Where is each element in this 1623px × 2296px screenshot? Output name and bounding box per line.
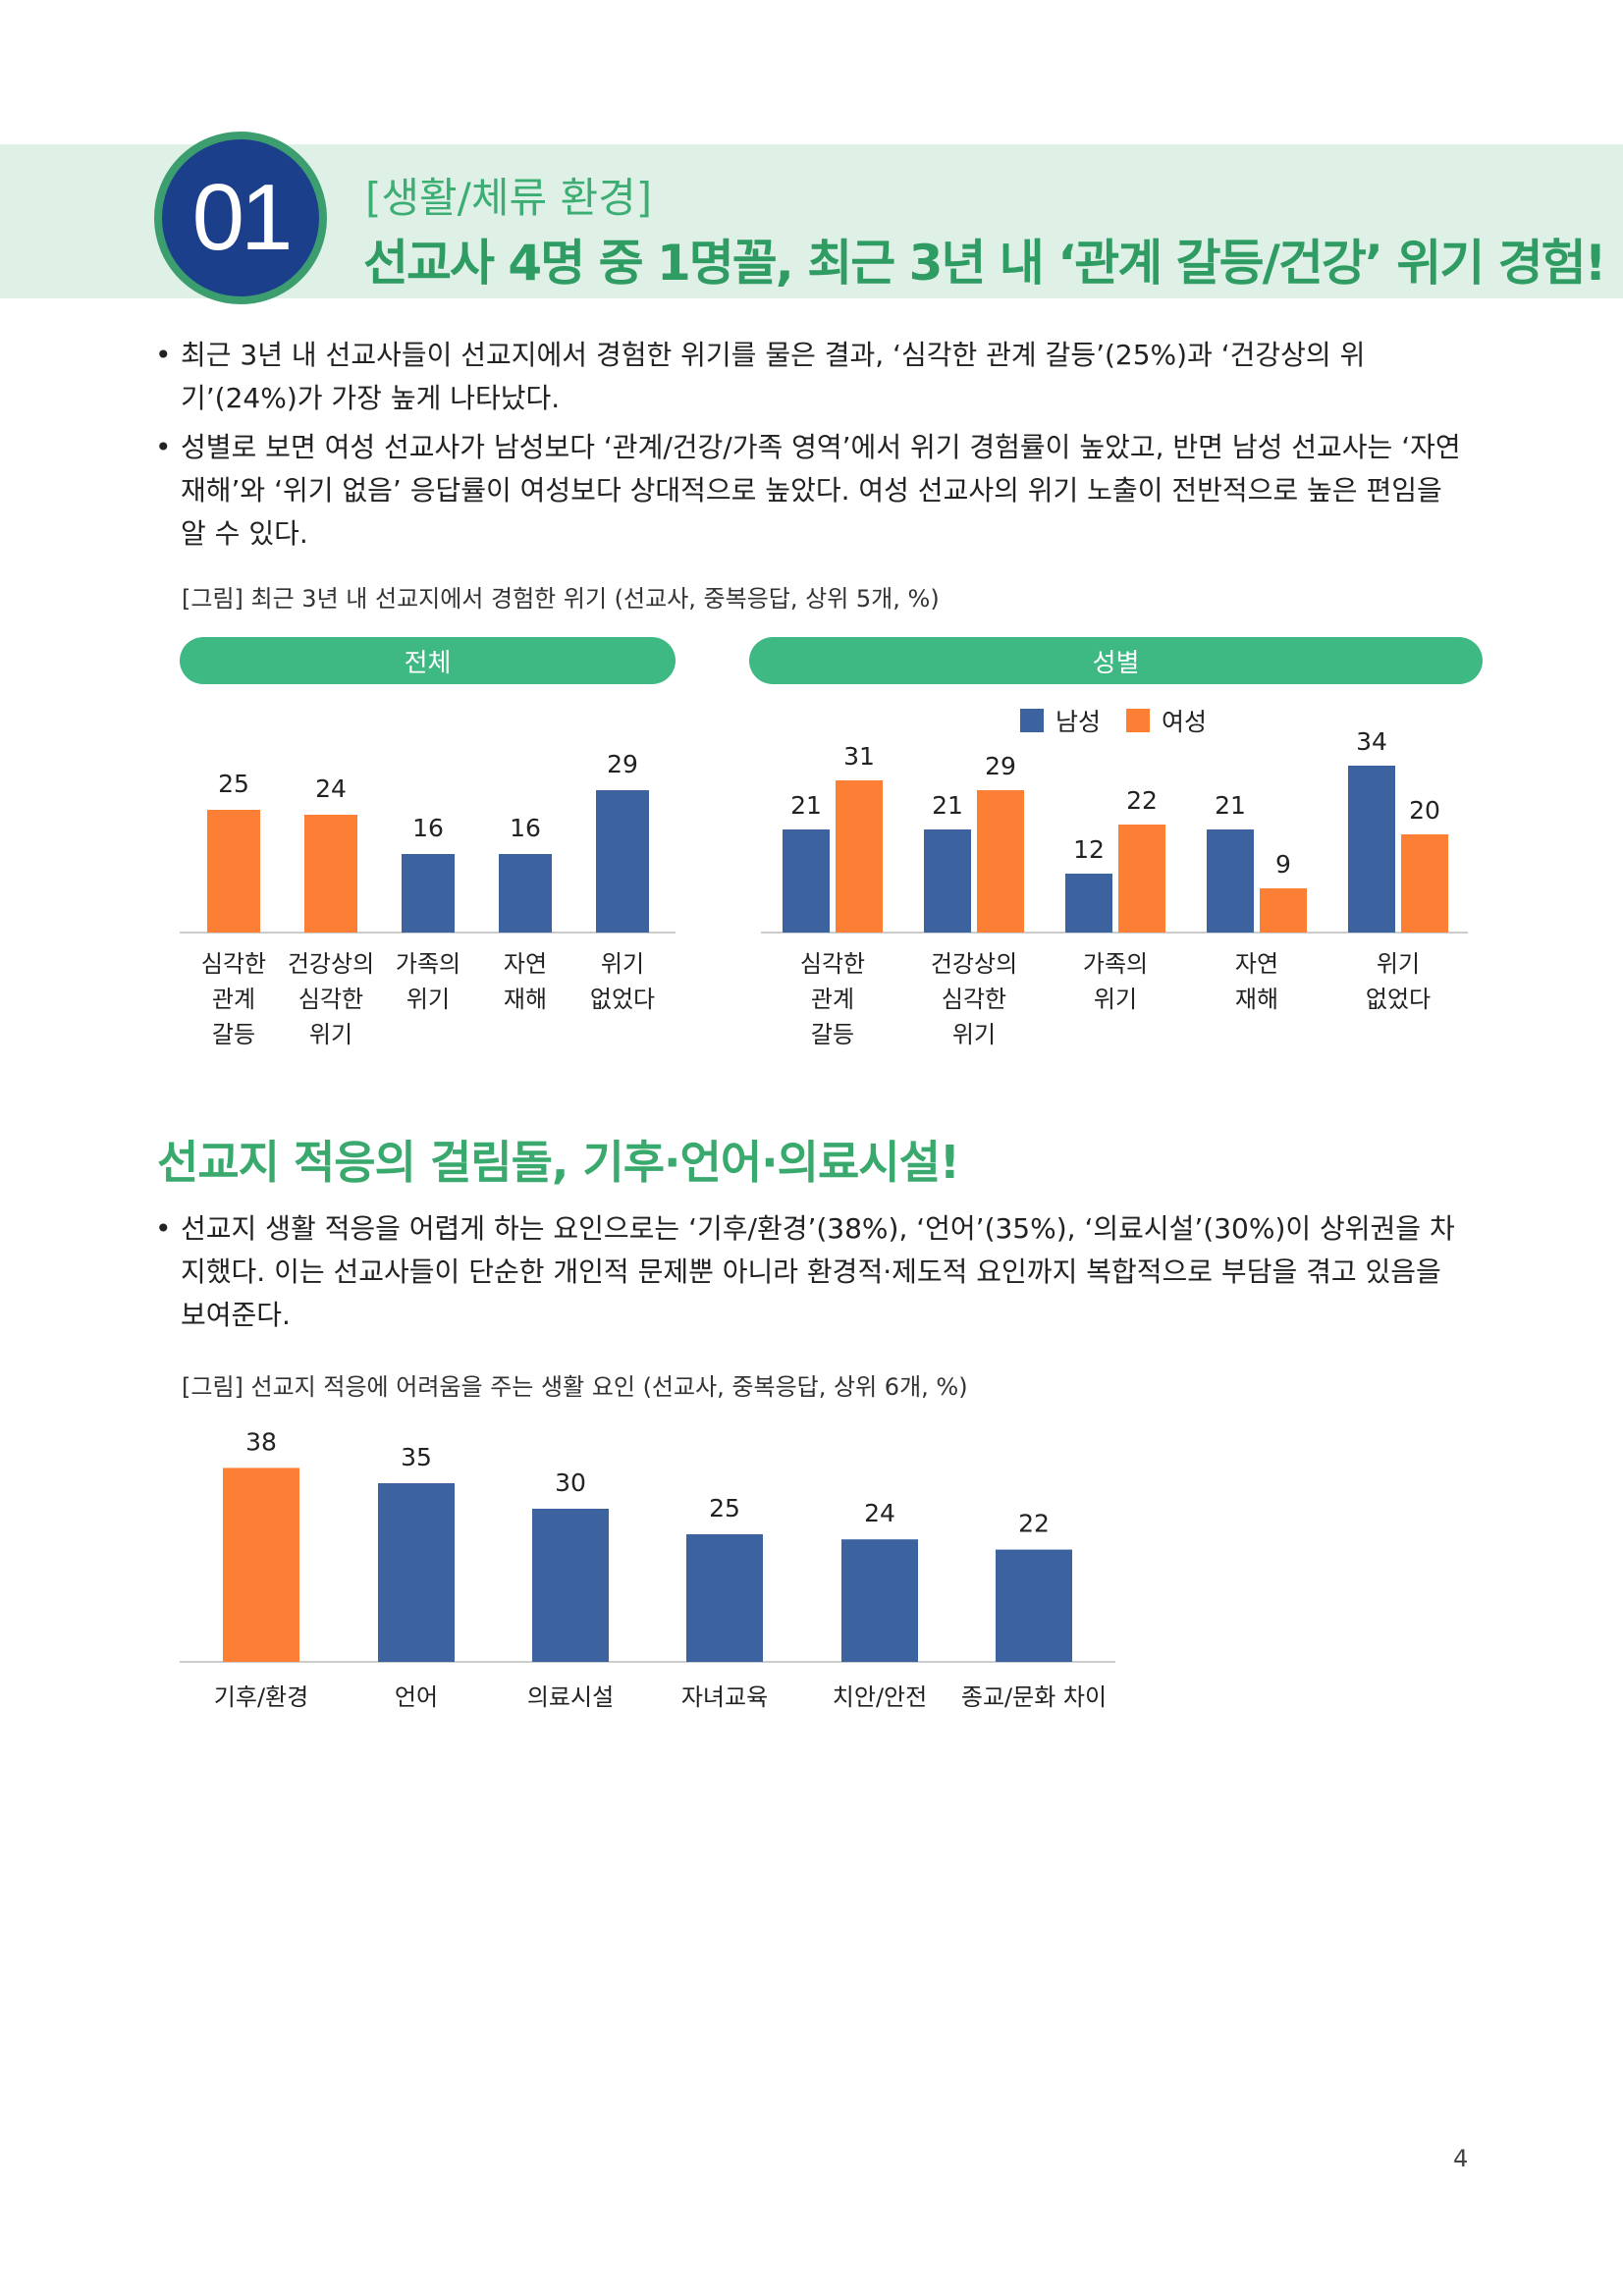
chart2-bar: [836, 780, 883, 933]
chart1-tick-label: 심각한: [298, 986, 363, 1013]
chart3-tick-label: 자녀교육: [681, 1683, 768, 1711]
chart1-bar: [207, 810, 260, 933]
chart2-bar: [1260, 888, 1307, 933]
chart2-bar: [1118, 825, 1165, 933]
bullet-2: • 성별로 보면 여성 선교사가 남성보다 ‘관계/건강/가족 영역’에서 위기…: [155, 426, 1471, 556]
chart2-data-label: 9: [1275, 850, 1291, 879]
chart2-tick-label: 심각한: [942, 986, 1006, 1013]
chart2-data-label: 29: [985, 752, 1016, 780]
section2-bullet: • 선교지 생활 적응을 어렵게 하는 요인으로는 ‘기후/환경’(38%), …: [155, 1207, 1471, 1337]
chart1-tick-label: 위기: [309, 1021, 352, 1048]
legend-male-label: 남성: [1055, 708, 1102, 736]
chart2-tick-label: 자연: [1235, 950, 1278, 978]
pill-total: 전체: [180, 637, 676, 684]
bullet-1: • 최근 3년 내 선교사들이 선교지에서 경험한 위기를 물은 결과, ‘심각…: [155, 334, 1471, 420]
chart2-tick-label: 가족의: [1083, 950, 1148, 978]
chart2-tick-label: 관계: [811, 986, 854, 1013]
figure2-caption: [그림] 선교지 적응에 어려움을 주는 생활 요인 (선교사, 중복응답, 상…: [182, 1373, 968, 1401]
chart3-bar: [378, 1483, 455, 1662]
section-number-badge: 01: [154, 132, 327, 304]
chart2-bar: [1065, 874, 1112, 933]
chart1-data-label: 25: [218, 770, 249, 798]
chart2-data-label: 21: [932, 791, 963, 820]
chart1-tick-label: 가족의: [396, 950, 460, 978]
bullet-text: 최근 3년 내 선교사들이 선교지에서 경험한 위기를 물은 결과, ‘심각한 …: [181, 339, 1366, 414]
chart1-tick-label: 심각한: [201, 950, 266, 978]
legend-female-swatch: [1126, 709, 1150, 732]
chart3-tick-label: 치안/안전: [833, 1683, 927, 1711]
chart2-data-label: 22: [1126, 786, 1158, 815]
chart1-tick-label: 자연: [504, 950, 547, 978]
chart1-tick-label: 건강상의: [288, 950, 374, 978]
chart2-bar: [783, 829, 830, 933]
page-number: 4: [1453, 2145, 1469, 2172]
chart2-bar: [977, 790, 1024, 933]
chart3-data-label: 35: [401, 1443, 432, 1471]
chart3-tick-label: 기후/환경: [214, 1683, 308, 1711]
chart2-data-label: 21: [790, 791, 822, 820]
chart3-data-label: 30: [555, 1468, 586, 1497]
chart2-tick-label: 건강상의: [931, 950, 1017, 978]
chart3-data-label: 25: [709, 1494, 740, 1522]
chart3-tick-label: 언어: [395, 1683, 438, 1711]
chart2-bar: [1348, 766, 1395, 933]
legend-female-label: 여성: [1162, 708, 1208, 736]
bullet-dot: •: [155, 339, 172, 371]
section-headline: 선교사 4명 중 1명꼴, 최근 3년 내 ‘관계 갈등/건강’ 위기 경험!: [363, 235, 1606, 292]
bullet-dot: •: [155, 1212, 172, 1245]
legend-male-swatch: [1020, 709, 1044, 732]
legend-female: 여성: [1126, 703, 1207, 738]
chart1-bar: [499, 854, 552, 933]
chart1-tick-label: 위기: [406, 986, 450, 1013]
chart2-tick-label: 위기: [952, 1021, 996, 1048]
chart1-data-label: 16: [510, 814, 541, 842]
chart1-bar: [596, 790, 649, 933]
chart3-bar: [223, 1468, 299, 1662]
chart2-tick-label: 심각한: [800, 950, 865, 978]
chart2-data-label: 12: [1073, 835, 1105, 864]
chart1-tick-label: 위기: [601, 950, 644, 978]
chart3-bar: [686, 1534, 763, 1662]
legend-male: 남성: [1020, 703, 1101, 738]
chart1-tick-label: 갈등: [212, 1021, 255, 1048]
chart2-tick-label: 위기: [1094, 986, 1137, 1013]
section-kicker: [생활/체류 환경]: [365, 174, 653, 222]
chart2-tick-label: 재해: [1235, 986, 1278, 1013]
bullet-text: 선교지 생활 적응을 어렵게 하는 요인으로는 ‘기후/환경’(38%), ‘언…: [181, 1212, 1455, 1331]
chart2-data-label: 21: [1215, 791, 1246, 820]
chart2-data-label: 20: [1409, 796, 1440, 825]
figure1-caption: [그림] 최근 3년 내 선교지에서 경험한 위기 (선교사, 중복응답, 상위…: [182, 585, 940, 613]
pill-gender: 성별: [749, 637, 1483, 684]
chart1-bar: [402, 854, 455, 933]
chart3-data-label: 24: [864, 1499, 895, 1527]
chart2-tick-label: 없었다: [1366, 986, 1431, 1013]
chart1-data-label: 29: [607, 750, 638, 778]
chart1-tick-label: 관계: [212, 986, 255, 1013]
chart1-tick-label: 없었다: [590, 986, 655, 1013]
chart3-bar: [841, 1539, 918, 1662]
chart2-data-label: 31: [843, 742, 875, 771]
chart1-data-label: 16: [412, 814, 444, 842]
chart3-bar: [996, 1549, 1072, 1662]
chart2-tick-label: 위기: [1377, 950, 1420, 978]
section2-title: 선교지 적응의 걸림돌, 기후·언어·의료시설!: [157, 1136, 960, 1189]
chart3-data-label: 38: [245, 1427, 277, 1456]
chart2-bar: [1207, 829, 1254, 933]
chart3-data-label: 22: [1018, 1510, 1050, 1538]
chart2-data-label: 34: [1356, 727, 1387, 756]
bullet-dot: •: [155, 431, 172, 463]
chart1-bar: [304, 815, 357, 933]
chart3-tick-label: 의료시설: [527, 1683, 614, 1711]
chart1-data-label: 24: [315, 774, 347, 803]
bullet-text: 성별로 보면 여성 선교사가 남성보다 ‘관계/건강/가족 영역’에서 위기 경…: [181, 431, 1461, 550]
chart3-bar: [532, 1509, 609, 1662]
chart3-tick-label: 종교/문화 차이: [961, 1683, 1107, 1711]
chart2-bar: [1401, 834, 1448, 933]
chart1-tick-label: 재해: [504, 986, 547, 1013]
chart2-tick-label: 갈등: [811, 1021, 854, 1048]
chart2-bar: [924, 829, 971, 933]
